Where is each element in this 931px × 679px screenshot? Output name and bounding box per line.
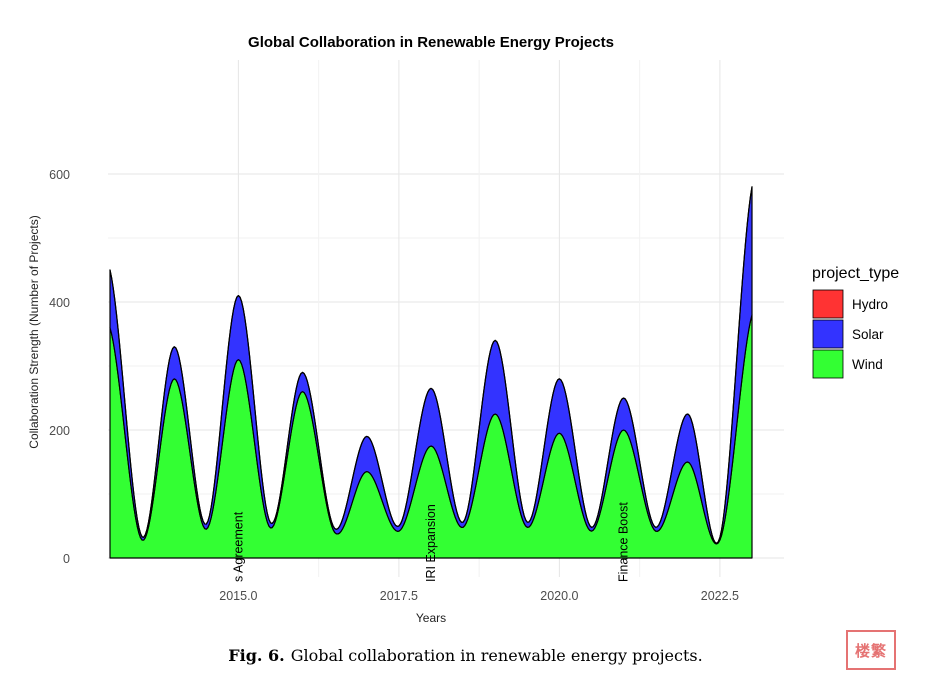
caption-label: Fig. 6. [228,646,285,665]
figure-caption: Fig. 6. Global collaboration in renewable… [0,646,931,665]
chart-svg: 2015.0 2017.5 2020.0 2022.5 0 200 400 600 s Ag… [27,34,899,625]
y-tick-label: 200 [49,424,70,438]
stacked-areas [109,186,753,559]
area-hydro [109,186,753,544]
y-tick-label: 400 [49,296,70,310]
legend-label-solar: Solar [852,327,884,342]
annotations: s Agreement IRI Expansion Finance Boost [231,502,630,582]
y-tick-label: 0 [63,552,70,566]
x-tick-label: 2020.0 [540,589,578,603]
legend-title: project_type [812,265,899,282]
x-tick-label: 2022.5 [701,589,739,603]
legend-swatch-wind [812,349,844,379]
x-axis-label: Years [416,611,446,625]
chart-title: Global Collaboration in Renewable Energy… [248,34,614,51]
y-axis-label: Collaboration Strength (Number of Projec… [27,215,41,448]
x-tick-labels: 2015.0 2017.5 2020.0 2022.5 [219,589,739,603]
y-tick-label: 600 [49,168,70,182]
legend: project_type Hydro Solar Wind [812,265,899,379]
x-tick-label: 2015.0 [219,589,257,603]
watermark-stamp: 楼繁 [846,630,896,670]
annotation-label: Finance Boost [617,502,631,582]
legend-label-hydro: Hydro [852,297,888,312]
legend-swatch-hydro [812,289,844,319]
legend-swatch-solar [812,319,844,349]
annotation-label: s Agreement [231,511,245,582]
legend-label-wind: Wind [852,357,883,372]
x-tick-label: 2017.5 [380,589,418,603]
caption-text: Global collaboration in renewable energy… [290,646,703,665]
y-tick-labels: 0 200 400 600 [49,168,70,566]
annotation-label: IRI Expansion [424,504,438,582]
